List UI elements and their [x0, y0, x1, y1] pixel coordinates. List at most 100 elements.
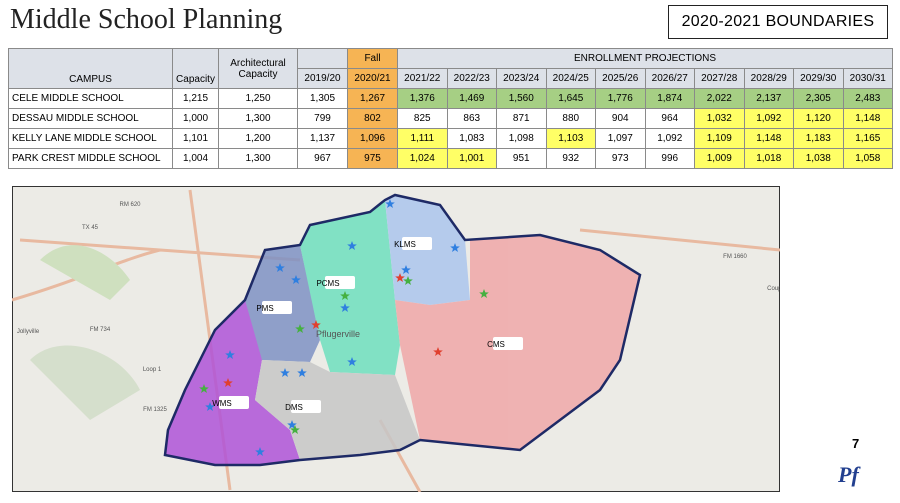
boundary-map: PMS PCMS KLMS CMS WMS DMS Pflugerville RM 620 TX…	[12, 186, 780, 492]
column-header: Architectural Capacity	[218, 48, 298, 89]
enrollment-cell: 2,483	[842, 88, 893, 109]
enrollment-cell: 1,215	[172, 88, 219, 109]
enrollment-cell: 1,469	[446, 88, 497, 109]
enrollment-cell: 1,009	[694, 148, 745, 169]
enrollment-cell: 2,022	[694, 88, 745, 109]
enrollment-cell: 1,096	[347, 128, 398, 149]
enrollment-cell: 1,300	[218, 148, 298, 169]
column-header: 2019/20	[297, 68, 348, 89]
zone-label: WMS	[212, 399, 232, 408]
campus-row: DESSAU MIDDLE SCHOOL 1,000 1,300 799 802 825 8…	[8, 108, 893, 129]
enrollment-cell: 1,148	[743, 128, 794, 149]
enrollment-cell: 1,098	[496, 128, 547, 149]
column-header: 2027/28	[694, 68, 745, 89]
campus-row: KELLY LANE MIDDLE SCHOOL 1,101 1,200 1,137 1…	[8, 128, 893, 149]
enrollment-cell: 1,083	[446, 128, 497, 149]
enrollment-cell: 975	[347, 148, 398, 169]
column-header: 2030/31	[842, 68, 893, 89]
zone-label: CMS	[487, 340, 505, 349]
zone-label: PCMS	[316, 279, 339, 288]
logo: Pf	[838, 462, 859, 487]
zone-label-bg	[402, 237, 432, 250]
zone-label-bg	[262, 301, 292, 314]
enrollment-cell: 1,165	[842, 128, 893, 149]
column-header: 2024/25	[545, 68, 596, 89]
enrollment-cell: 996	[644, 148, 695, 169]
column-header: 2021/22	[397, 68, 448, 89]
enrollment-cell: 1,004	[172, 148, 219, 169]
campus-name: KELLY LANE MIDDLE SCHOOL	[8, 128, 173, 149]
projections-label: ENROLLMENT PROJECTIONS	[397, 48, 893, 69]
campus-row: CELE MIDDLE SCHOOL 1,215 1,250 1,305 1,267 1,…	[8, 88, 893, 109]
campus-name: CELE MIDDLE SCHOOL	[8, 88, 173, 109]
enrollment-cell: 973	[595, 148, 646, 169]
place-label: Loop 1	[143, 367, 162, 373]
column-header: 2025/26	[595, 68, 646, 89]
enrollment-cell: 1,024	[397, 148, 448, 169]
campus-row: PARK CREST MIDDLE SCHOOL 1,004 1,300 967 975…	[8, 148, 893, 169]
enrollment-cell: 1,111	[397, 128, 448, 149]
enrollment-cell: 1,032	[694, 108, 745, 129]
enrollment-cell: 964	[644, 108, 695, 129]
enrollment-cell: 2,305	[793, 88, 844, 109]
enrollment-cell: 1,376	[397, 88, 448, 109]
enrollment-cell: 871	[496, 108, 547, 129]
enrollment-cell: 1,148	[842, 108, 893, 129]
fall-label: Fall	[347, 48, 398, 69]
enrollment-cell: 1,183	[793, 128, 844, 149]
enrollment-cell: 967	[297, 148, 348, 169]
enrollment-cell: 863	[446, 108, 497, 129]
enrollment-cell: 1,038	[793, 148, 844, 169]
enrollment-cell: 1,300	[218, 108, 298, 129]
place-label: FM 1660	[723, 254, 747, 260]
zone-label-bg	[325, 276, 355, 289]
enrollment-cell: 1,200	[218, 128, 298, 149]
enrollment-cell: 802	[347, 108, 398, 129]
enrollment-cell: 825	[397, 108, 448, 129]
place-label: Coupland	[767, 286, 780, 292]
enrollment-table: CAMPUS Capacity Architectural Capacity Fall…	[8, 48, 893, 169]
enrollment-cell: 1,058	[842, 148, 893, 169]
enrollment-cell: 1,560	[496, 88, 547, 109]
enrollment-cell: 1,645	[545, 88, 596, 109]
enrollment-cell: 1,120	[793, 108, 844, 129]
campus-name: PARK CREST MIDDLE SCHOOL	[8, 148, 173, 169]
header-row: CAMPUS Capacity Architectural Capacity Fall…	[8, 48, 893, 89]
campus-name: DESSAU MIDDLE SCHOOL	[8, 108, 173, 129]
place-label: TX 45	[82, 225, 99, 231]
place-label: RM 620	[119, 202, 141, 208]
place-label: FM 734	[90, 327, 111, 333]
enrollment-cell: 1,267	[347, 88, 398, 109]
enrollment-cell: 932	[545, 148, 596, 169]
zone-label: KLMS	[394, 240, 416, 249]
enrollment-cell: 1,000	[172, 108, 219, 129]
column-header: 2029/30	[793, 68, 844, 89]
enrollment-cell: 904	[595, 108, 646, 129]
enrollment-cell: 1,874	[644, 88, 695, 109]
zone-label-bg	[219, 396, 249, 409]
enrollment-cell: 1,776	[595, 88, 646, 109]
enrollment-cell: 1,001	[446, 148, 497, 169]
enrollment-cell: 951	[496, 148, 547, 169]
column-header: 2023/24	[496, 68, 547, 89]
place-label: FM 1325	[143, 407, 167, 413]
enrollment-cell: 1,097	[595, 128, 646, 149]
enrollment-cell: 1,092	[743, 108, 794, 129]
boundaries-label: 2020-2021 BOUNDARIES	[668, 5, 888, 39]
enrollment-cell: 1,092	[644, 128, 695, 149]
enrollment-cell: 1,018	[743, 148, 794, 169]
enrollment-cell: 1,305	[297, 88, 348, 109]
page-number: 7	[852, 436, 860, 451]
zone-label: DMS	[285, 403, 303, 412]
zone-label: PMS	[256, 304, 273, 313]
enrollment-cell: 1,101	[172, 128, 219, 149]
slide-title: Middle School Planning	[10, 4, 283, 35]
place-label: Jollyville	[17, 329, 40, 335]
column-header: Capacity	[172, 48, 219, 89]
enrollment-cell: 1,103	[545, 128, 596, 149]
column-header: CAMPUS	[8, 48, 173, 89]
place-label: Pflugerville	[316, 329, 360, 339]
zone-label-bg	[291, 400, 321, 413]
enrollment-cell: 1,250	[218, 88, 298, 109]
